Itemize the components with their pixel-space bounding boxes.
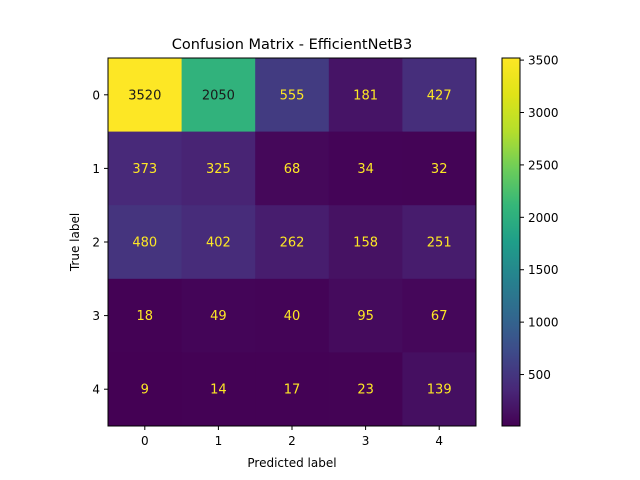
heatmap-cells [108, 58, 477, 427]
colorbar-tick-label: 3500 [528, 54, 559, 68]
x-tick-label: 2 [288, 434, 296, 448]
heatmap-cell [181, 278, 256, 353]
heatmap-cell [181, 205, 256, 280]
y-tick-label: 3 [92, 309, 100, 323]
heatmap-cell [328, 352, 403, 427]
cell-value-label: 68 [284, 162, 301, 177]
cell-value-label: 9 [141, 383, 149, 398]
y-tick-label: 4 [92, 383, 100, 397]
cell-value-label: 555 [280, 88, 305, 103]
heatmap-cell [402, 205, 477, 280]
cell-value-label: 14 [210, 383, 227, 398]
colorbar-tick-label: 1500 [528, 263, 559, 277]
heatmap-cell [255, 205, 330, 280]
heatmap-cell [328, 58, 403, 133]
x-tick-label: 1 [215, 434, 223, 448]
colorbar-tick-label: 500 [528, 368, 551, 382]
cell-value-label: 67 [431, 309, 448, 324]
heatmap-cell [255, 278, 330, 353]
colorbar-tick-label: 2500 [528, 158, 559, 172]
heatmap-cell [402, 278, 477, 353]
cell-value-label: 373 [132, 162, 157, 177]
heatmap-cell [328, 131, 403, 206]
cell-value-label: 17 [284, 383, 301, 398]
cell-value-label: 139 [427, 383, 452, 398]
heatmap-cell [328, 278, 403, 353]
x-tick-label: 4 [435, 434, 443, 448]
cell-value-label: 23 [357, 383, 374, 398]
heatmap-cell [181, 352, 256, 427]
cell-value-label: 402 [206, 236, 231, 251]
heatmap-cell [255, 352, 330, 427]
cell-value-label: 158 [353, 236, 378, 251]
heatmap-cell-labels: 3520 2050 555 181 427 373 325 68 34 32 480 402 262 15… [128, 88, 451, 397]
y-axis-ticks: 0 1 2 3 4 [92, 88, 108, 397]
colorbar-ticks: 500 1000 1500 2000 2500 3000 3500 [520, 54, 559, 382]
x-axis-ticks: 0 1 2 3 4 [141, 426, 443, 448]
cell-value-label: 2050 [202, 88, 235, 103]
heatmap-cell [108, 58, 183, 133]
heatmap-cell [181, 58, 256, 133]
chart-title: Confusion Matrix - EfficientNetB3 [172, 37, 412, 53]
cell-value-label: 34 [357, 162, 374, 177]
heatmap-cell [328, 205, 403, 280]
cell-value-label: 427 [427, 88, 452, 103]
heatmap-cell [181, 131, 256, 206]
heatmap-cell [402, 352, 477, 427]
cell-value-label: 95 [357, 309, 374, 324]
y-tick-label: 0 [92, 88, 100, 102]
cell-value-label: 18 [137, 309, 154, 324]
x-axis-label: Predicted label [247, 456, 336, 470]
y-axis-label: True label [68, 213, 82, 272]
x-tick-label: 0 [141, 434, 149, 448]
y-tick-label: 1 [92, 162, 100, 176]
cell-value-label: 262 [280, 236, 305, 251]
cell-value-label: 49 [210, 309, 227, 324]
heatmap-cell [108, 131, 183, 206]
y-tick-label: 2 [92, 236, 100, 250]
colorbar-tick-label: 3000 [528, 106, 559, 120]
x-tick-label: 3 [362, 434, 370, 448]
colorbar [501, 57, 521, 427]
cell-value-label: 32 [431, 162, 448, 177]
cell-value-label: 40 [284, 309, 301, 324]
colorbar-tick-label: 2000 [528, 211, 559, 225]
cell-value-label: 3520 [128, 88, 161, 103]
heatmap-cell [108, 278, 183, 353]
cell-value-label: 480 [132, 236, 157, 251]
cell-value-label: 181 [353, 88, 378, 103]
colorbar-tick-label: 1000 [528, 316, 559, 330]
heatmap-cell [255, 58, 330, 133]
heatmap-cell [108, 352, 183, 427]
heatmap-cell [402, 58, 477, 133]
heatmap-cell [108, 205, 183, 280]
heatmap-cell [255, 131, 330, 206]
cell-value-label: 251 [427, 236, 452, 251]
heatmap-cell [402, 131, 477, 206]
cell-value-label: 325 [206, 162, 231, 177]
